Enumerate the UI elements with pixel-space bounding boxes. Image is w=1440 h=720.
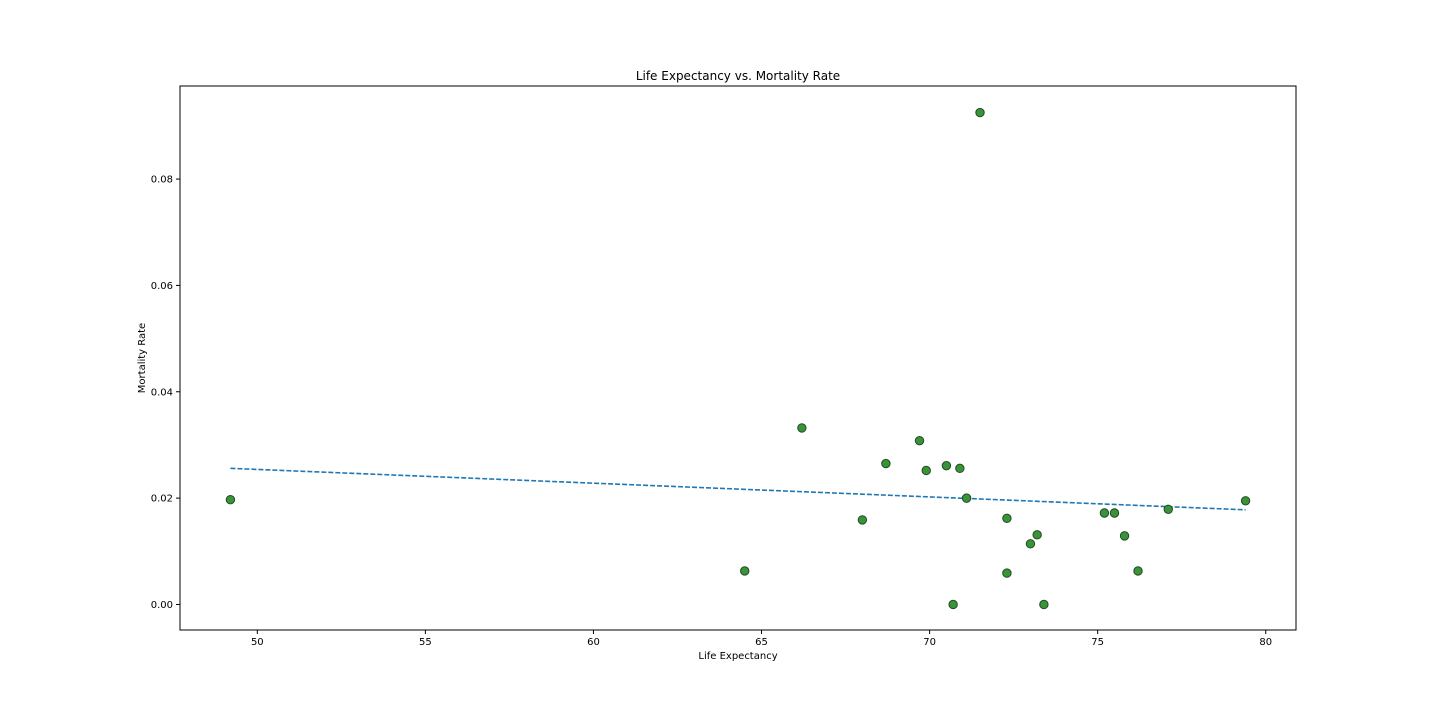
y-axis-label: Mortality Rate: [137, 323, 148, 393]
x-tick-label-6: 80: [1259, 637, 1272, 648]
x-tick-label-1: 55: [419, 637, 432, 648]
data-point-4: [881, 458, 891, 469]
data-point-14: [1025, 539, 1036, 549]
x-axis-label: Life Expectancy: [698, 651, 777, 662]
data-point-18: [1109, 508, 1120, 518]
y-tick-label-3: 0.06: [151, 281, 173, 292]
data-point-19: [1119, 531, 1130, 541]
data-point-22: [1240, 496, 1251, 506]
data-point-11: [975, 107, 985, 118]
x-tick-label-3: 65: [755, 637, 768, 648]
data-point-5: [914, 435, 925, 446]
y-tick-label-1: 0.02: [151, 494, 173, 505]
x-tick-label-2: 60: [587, 637, 600, 648]
y-tick-label-2: 0.04: [151, 387, 173, 398]
data-point-9: [955, 463, 965, 474]
axes-frame: [179, 85, 1297, 631]
plot-area: 50 55 60 65 70 75 80 0.00 0.02 0.04 0.06 0.08: [151, 85, 1297, 648]
x-tick-label-4: 70: [923, 637, 936, 648]
data-point-3: [857, 515, 868, 525]
chart-title: Life Expectancy vs. Mortality Rate: [636, 69, 840, 83]
data-point-8: [948, 599, 958, 610]
data-point-16: [1039, 599, 1049, 610]
y-tick-label-4: 0.08: [151, 175, 173, 186]
y-tick-label-0: 0.00: [151, 600, 173, 611]
trend-line: [230, 467, 1246, 511]
data-point-1: [740, 566, 750, 576]
data-point-13: [1002, 568, 1012, 578]
data-point-17: [1099, 508, 1110, 518]
data-point-12: [1002, 513, 1012, 524]
data-point-2: [797, 423, 807, 433]
data-point-6: [921, 465, 931, 476]
data-point-21: [1163, 504, 1173, 514]
data-point-7: [941, 460, 952, 471]
x-tick-label-0: 50: [251, 637, 264, 648]
data-point-15: [1032, 530, 1042, 540]
data-point-0: [225, 495, 236, 505]
x-tick-label-5: 75: [1091, 637, 1104, 648]
data-point-20: [1133, 566, 1143, 576]
data-point-10: [961, 493, 972, 503]
